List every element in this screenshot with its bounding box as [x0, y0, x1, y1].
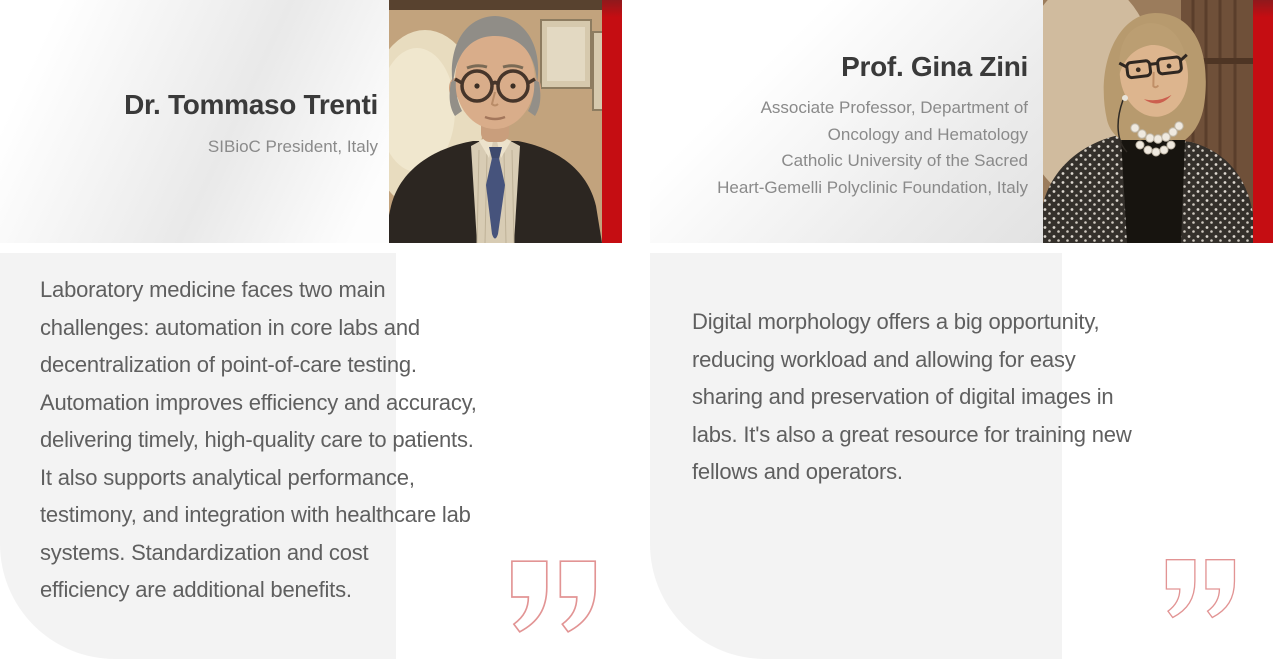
quote-panel [650, 253, 1062, 659]
quote-panel [0, 253, 396, 659]
person-name: Dr. Tommaso Trenti [124, 89, 378, 120]
quote-text: Digital morphology offers a big opportun… [692, 309, 1132, 484]
header-panel [0, 0, 390, 243]
closing-quote-icon [511, 560, 597, 633]
person-name: Prof. Gina Zini [841, 51, 1028, 82]
portrait-photo-gina-zini [1043, 0, 1253, 243]
header-panel [650, 0, 1043, 243]
portrait-photo-tommaso-trenti [389, 0, 602, 243]
red-accent-bar [602, 0, 622, 243]
closing-quote-icon [1165, 559, 1236, 619]
person-title: SIBioC President, Italy [207, 137, 378, 156]
quote-text: Laboratory medicine faces two main chall… [40, 277, 477, 602]
red-accent-bar [1253, 0, 1273, 243]
person-title: Associate Professor, Department of Oncol… [717, 98, 1028, 197]
